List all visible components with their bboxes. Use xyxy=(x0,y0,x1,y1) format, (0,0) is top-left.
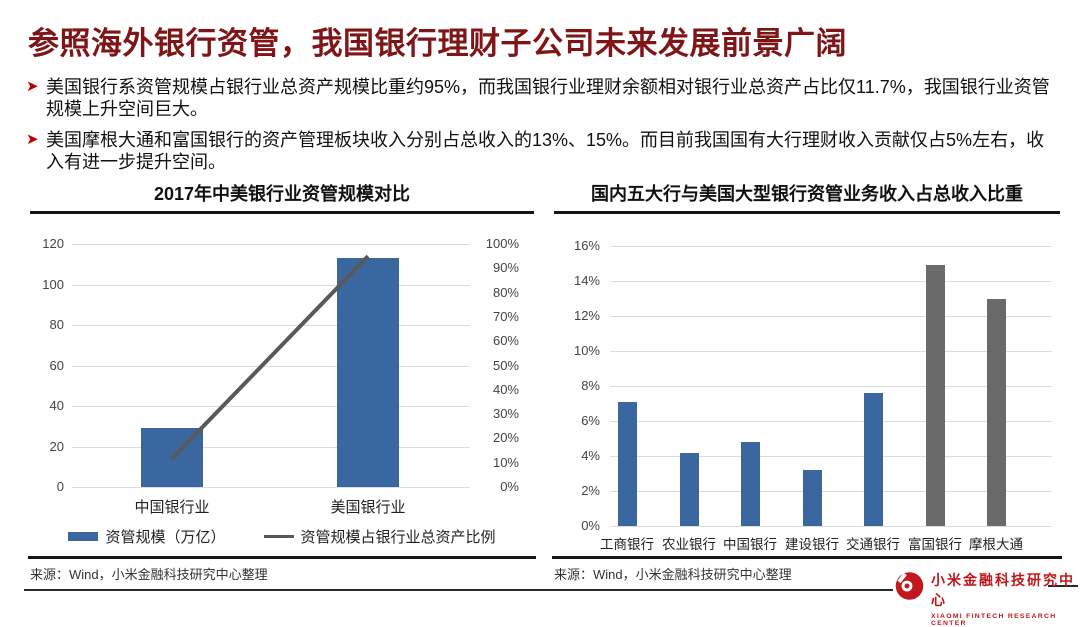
right-chart-axis-tick: 0% xyxy=(581,518,600,533)
right-axis-tick: 80% xyxy=(492,284,519,300)
bullet-arrow-icon: ➤ xyxy=(26,131,39,148)
right-chart-axis-tick: 14% xyxy=(573,273,600,288)
left-source-rule xyxy=(28,556,536,559)
category-label: 美国银行业 xyxy=(330,499,406,516)
left-axis-tick: 60 xyxy=(49,357,64,373)
right-chart-gridline xyxy=(610,246,1052,247)
left-gridline xyxy=(72,244,470,245)
left-chart-title: 2017年中美银行业资管规模对比 xyxy=(153,184,411,204)
left-chart-title-rule xyxy=(30,211,534,214)
bullet-list: ➤ 美国银行系资管规模占银行业总资产规模比重约95%，而我国银行业理财余额相对银… xyxy=(26,76,1062,182)
right-chart-gridline xyxy=(610,281,1052,282)
legend-bar-label: 资管规模（万亿） xyxy=(105,529,226,546)
right-chart-title-rule xyxy=(554,211,1060,214)
legend-line-swatch xyxy=(263,534,294,539)
bullet-text: 美国摩根大通和富国银行的资产管理板块收入分别占总收入的13%、15%。而目前我国… xyxy=(46,130,1045,172)
bar-中国银行 xyxy=(740,442,760,526)
legend-line-label: 资管规模占银行业总资产比例 xyxy=(300,529,496,546)
left-gridline xyxy=(72,446,470,448)
x-axis-label: 工商银行 xyxy=(600,537,654,552)
right-axis-tick: 20% xyxy=(492,430,519,446)
left-chart-panel: 2017年中美银行业资管规模对比 0 20 40 60 80 100 120 0% 10% 20%… xyxy=(28,172,536,588)
right-source-rule xyxy=(552,556,1062,559)
xiaomi-fintech-logo: 小米金融科技研究中心 XIAOMI FINTECH RESEARCH CENTE… xyxy=(895,570,1080,627)
right-axis-tick: 0% xyxy=(500,479,519,494)
logo-icon xyxy=(895,572,924,600)
left-axis-tick: 80 xyxy=(49,317,64,332)
bar-中国银行业 xyxy=(141,428,203,487)
bottom-divider xyxy=(24,589,893,591)
bar-农业银行 xyxy=(679,452,699,526)
left-gridline xyxy=(72,365,470,367)
right-source-text: 来源：Wind，小米金融科技研究中心整理 xyxy=(554,567,792,582)
right-chart-gridline xyxy=(610,491,1052,492)
right-axis-tick: 60% xyxy=(492,333,519,349)
legend-item-bar: 资管规模（万亿） xyxy=(68,526,226,547)
logo-text-cn: 小米金融科技研究中心 xyxy=(931,572,1075,608)
left-axis-tick: 100 xyxy=(42,276,64,292)
bar-建设银行 xyxy=(802,470,822,526)
x-axis-label: 摩根大通 xyxy=(969,537,1023,552)
right-axis-tick: 100% xyxy=(485,236,519,251)
left-plot-area: 0 20 40 60 80 100 120 0% 10% 20% 30% 40% 50% 60% 70% 80… xyxy=(28,172,536,588)
bullet-text: 美国银行系资管规模占银行业总资产规模比重约95%，而我国银行业理财余额相对银行业… xyxy=(46,77,1050,119)
right-axis-tick: 30% xyxy=(492,406,519,422)
left-source-text: 来源：Wind，小米金融科技研究中心整理 xyxy=(30,567,268,582)
bullet-item: ➤ 美国银行系资管规模占银行业总资产规模比重约95%，而我国银行业理财余额相对银… xyxy=(26,76,1062,120)
right-axis-tick: 40% xyxy=(492,381,519,397)
right-chart-axis-tick: 2% xyxy=(581,483,600,498)
left-gridline xyxy=(72,284,470,286)
right-chart-gridline xyxy=(610,456,1052,457)
left-gridline xyxy=(72,406,470,407)
right-plot-area: 0% 2% 4% 6% 8% 10% 12% 14% 16% 工商银行 农业银行 中国银行 建设银行 交通… xyxy=(552,172,1062,588)
left-chart-legend: 资管规模（万亿） 资管规模占银行业总资产比例 xyxy=(28,526,536,547)
right-chart-gridline xyxy=(610,421,1052,422)
x-axis-label: 交通银行 xyxy=(846,537,900,552)
bar-工商银行 xyxy=(617,401,637,526)
left-axis-tick: 0 xyxy=(56,479,64,494)
bar-交通银行 xyxy=(863,393,883,526)
x-axis-label: 中国银行 xyxy=(723,537,777,552)
right-chart-gridline xyxy=(610,351,1052,352)
right-chart-axis-tick: 4% xyxy=(581,448,600,463)
right-axis-tick: 50% xyxy=(492,357,519,373)
right-chart-gridline xyxy=(610,386,1052,387)
x-axis-label: 农业银行 xyxy=(662,537,716,552)
right-chart-title: 国内五大行与美国大型银行资管业务收入占总收入比重 xyxy=(591,184,1023,204)
left-gridline xyxy=(72,487,470,488)
bar-富国银行 xyxy=(925,265,945,526)
bar-摩根大通 xyxy=(986,298,1006,526)
x-axis-label: 富国银行 xyxy=(908,537,962,552)
logo-text-en: XIAOMI FINTECH RESEARCH CENTER xyxy=(931,613,1057,627)
left-axis-tick: 20 xyxy=(49,438,64,454)
slide-title: 参照海外银行资管，我国银行理财子公司未来发展前景广阔 xyxy=(28,26,847,61)
right-chart-gridline xyxy=(610,526,1052,527)
left-gridline xyxy=(72,325,470,326)
category-label: 中国银行业 xyxy=(134,499,210,516)
bottom-divider-right xyxy=(1048,585,1078,587)
right-chart-axis-tick: 12% xyxy=(573,308,600,323)
left-axis-tick: 120 xyxy=(42,236,64,251)
legend-bar-swatch xyxy=(68,532,99,541)
right-chart-axis-tick: 16% xyxy=(573,238,600,253)
x-axis-label: 建设银行 xyxy=(785,537,839,552)
right-axis-tick: 70% xyxy=(492,308,519,324)
right-chart-gridline xyxy=(610,316,1052,317)
right-chart-panel: 国内五大行与美国大型银行资管业务收入占总收入比重 0% 2% 4% 6% 8% 10% 12… xyxy=(552,172,1062,588)
right-chart-axis-tick: 10% xyxy=(573,343,600,358)
legend-item-line: 资管规模占银行业总资产比例 xyxy=(263,526,496,547)
left-axis-tick: 40 xyxy=(49,398,64,413)
bullet-arrow-icon: ➤ xyxy=(26,78,39,95)
right-chart-axis-tick: 6% xyxy=(581,413,600,428)
bullet-item: ➤ 美国摩根大通和富国银行的资产管理板块收入分别占总收入的13%、15%。而目前… xyxy=(26,129,1062,173)
right-axis-tick: 10% xyxy=(492,454,519,470)
right-axis-tick: 90% xyxy=(492,260,519,276)
right-chart-axis-tick: 8% xyxy=(581,378,600,393)
bar-美国银行业 xyxy=(337,258,399,487)
